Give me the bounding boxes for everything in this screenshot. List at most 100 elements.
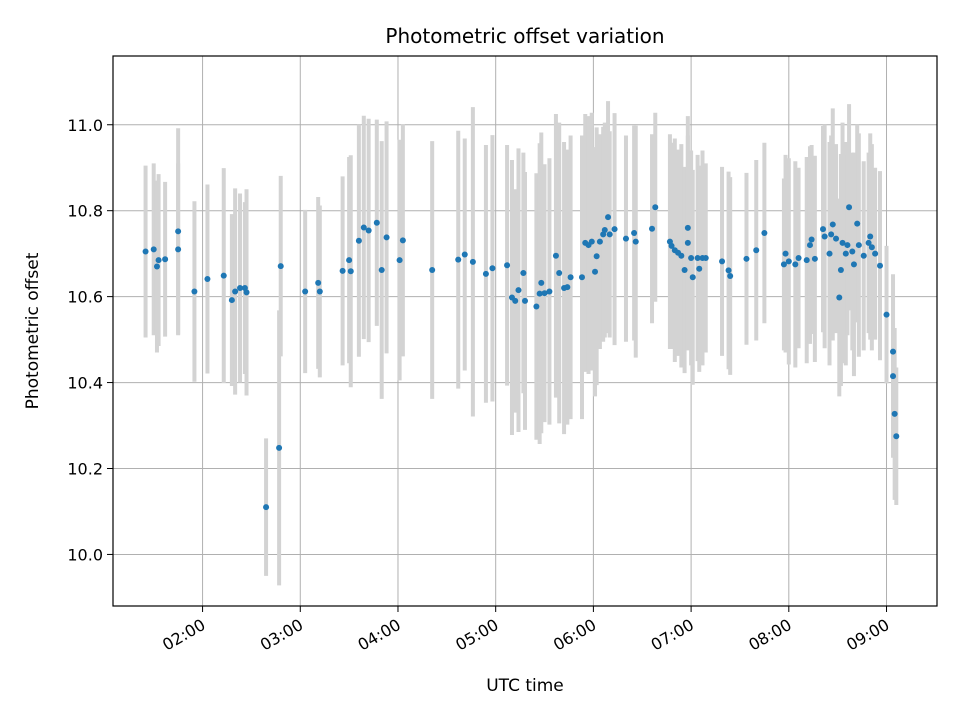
y-tick-label: 10.0 [67, 545, 103, 564]
chart-title: Photometric offset variation [385, 24, 664, 48]
y-tick-label: 10.8 [67, 202, 103, 221]
data-point [536, 290, 543, 297]
data-point [533, 303, 540, 310]
data-point [829, 221, 836, 228]
data-point [761, 230, 768, 237]
x-tick-label: 02:00 [159, 615, 208, 655]
data-point [346, 257, 353, 264]
data-point [276, 444, 283, 451]
data-point [378, 266, 385, 273]
data-point [689, 274, 696, 281]
data-point [383, 234, 390, 241]
data-point [854, 220, 861, 227]
data-point [277, 263, 284, 270]
data-point [668, 242, 675, 249]
data-point [792, 261, 799, 268]
error-bars [143, 101, 899, 586]
data-point [360, 224, 367, 231]
data-point [890, 348, 897, 355]
data-point [237, 285, 244, 292]
y-tick-label: 10.4 [67, 374, 103, 393]
x-tick-label: 07:00 [648, 615, 697, 655]
data-point [155, 257, 162, 264]
data-point [162, 256, 169, 263]
data-point [622, 235, 629, 242]
data-point [175, 246, 182, 253]
data-point [606, 231, 613, 238]
data-point [515, 287, 522, 294]
data-point [593, 253, 600, 260]
data-point [339, 267, 346, 274]
data-point [846, 204, 853, 211]
data-point [567, 274, 574, 281]
data-point [849, 248, 856, 255]
data-point [868, 244, 875, 251]
data-point [743, 255, 750, 262]
x-axis-label: UTC time [486, 676, 564, 696]
data-point [688, 254, 695, 261]
data-point [243, 289, 250, 296]
data-point [153, 263, 160, 270]
x-tick-label: 09:00 [843, 615, 892, 655]
data-point [396, 257, 403, 264]
data-point [719, 258, 726, 265]
data-point [302, 288, 309, 295]
data-point [504, 262, 511, 269]
data-point [232, 288, 239, 295]
data-point [220, 272, 227, 279]
data-point [877, 262, 884, 269]
data-point [592, 268, 599, 275]
data-point [806, 242, 813, 249]
y-tick-label: 11.0 [67, 116, 103, 135]
data-point [652, 204, 659, 211]
data-points [142, 204, 900, 511]
data-point [826, 250, 833, 257]
data-point [795, 254, 802, 261]
data-point [839, 239, 846, 246]
data-point [541, 290, 548, 297]
data-point [828, 231, 835, 238]
y-axis-label: Photometric offset [23, 252, 43, 409]
data-point [872, 250, 879, 257]
plot-frame [112, 55, 938, 607]
x-tick-label: 08:00 [745, 615, 794, 655]
data-point [538, 279, 545, 286]
data-point [808, 236, 815, 243]
data-point [649, 225, 656, 232]
data-point [725, 267, 732, 274]
data-point [842, 250, 849, 257]
x-tick-label: 06:00 [550, 615, 599, 655]
data-point [865, 239, 872, 246]
data-point [461, 251, 468, 258]
data-point [632, 238, 639, 245]
data-point [355, 237, 362, 244]
data-point [316, 288, 323, 295]
data-point [482, 270, 489, 277]
data-point [175, 228, 182, 235]
data-point [702, 254, 709, 261]
data-point [727, 273, 734, 279]
data-point [684, 239, 691, 246]
data-point [891, 410, 898, 417]
x-tick-label: 05:00 [452, 615, 501, 655]
data-point [429, 266, 436, 273]
data-point [893, 433, 900, 440]
data-point [753, 247, 760, 254]
data-point [469, 258, 476, 265]
data-point [785, 258, 792, 265]
data-point [373, 219, 380, 226]
data-point [833, 235, 840, 242]
data-point [867, 233, 874, 240]
y-axis-ticks: 10.0 10.2 10.4 10.6 10.8 11.0 [67, 116, 113, 564]
data-point [596, 238, 603, 245]
data-point [578, 274, 585, 281]
x-tick-label: 03:00 [257, 615, 306, 655]
data-point [142, 248, 149, 255]
data-point [601, 227, 608, 234]
data-point [263, 504, 270, 511]
data-point [455, 256, 462, 263]
data-point [782, 250, 789, 257]
data-point [844, 242, 851, 249]
